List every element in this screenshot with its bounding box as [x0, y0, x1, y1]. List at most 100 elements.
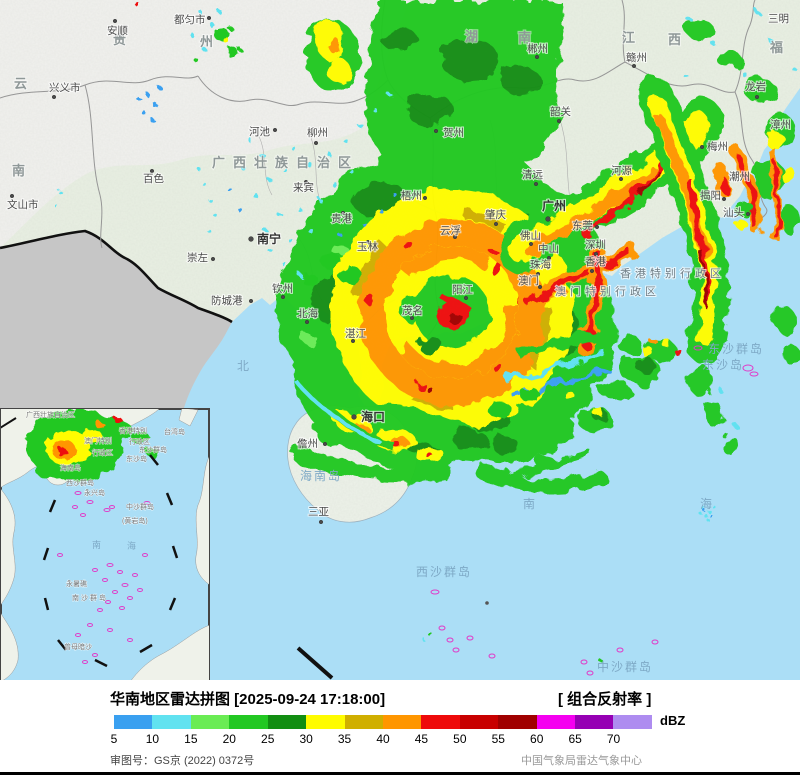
map-label: 玉林 — [357, 240, 378, 253]
map-label: 行政区 — [129, 437, 150, 446]
map-label: 澳门特别 — [84, 436, 112, 445]
legend-tick: 55 — [491, 732, 505, 746]
city-marker-dot — [546, 255, 552, 261]
city-marker-dot — [589, 268, 595, 274]
legend-cell — [190, 715, 230, 729]
legend-tick: 15 — [184, 732, 198, 746]
map-label: 安顺 — [107, 24, 128, 37]
city-marker-dot — [303, 179, 309, 185]
map-label: 佛山 — [520, 229, 541, 242]
map-title: 华南地区雷达拼图 [2025-09-24 17:18:00] — [110, 691, 386, 708]
city-marker-dot — [318, 519, 324, 525]
map-label: 郴州 — [527, 42, 548, 55]
map-label: 贵 — [113, 32, 126, 47]
map-label: 漳州 — [770, 118, 791, 131]
map-label: 湛江 — [345, 328, 366, 340]
speckle-echoes — [53, 1, 716, 662]
legend-cell — [382, 715, 422, 729]
city-marker-dot — [210, 256, 216, 262]
map-label: 湖 — [465, 29, 478, 44]
map-label: 州 — [199, 34, 213, 49]
map-label: 中沙群岛 — [126, 502, 154, 511]
map-label: 阳江 — [452, 284, 473, 296]
map-label: 香港特别行政区 — [620, 266, 725, 280]
legend-cell — [152, 715, 191, 729]
legend-cell — [267, 715, 307, 729]
city-marker-dot — [537, 284, 543, 290]
city-marker-dot — [593, 251, 599, 257]
map-label: 广州 — [542, 198, 566, 213]
info-panel: 华南地区雷达拼图 [2025-09-24 17:18:00] [ 组合反射率 ]… — [0, 680, 800, 775]
map-label: 东莞 — [572, 219, 593, 232]
map-label: 中山 — [538, 242, 559, 255]
map-label: 香港 — [585, 256, 606, 268]
typhoon-core — [331, 189, 573, 431]
map-label: 南 — [523, 496, 537, 511]
legend-ticks: 5 10 15 20 25 30 35 40 45 50 55 60 65 70 — [111, 732, 674, 746]
map-label: 海南岛 — [60, 463, 81, 472]
legend-unit: dBZ — [660, 713, 686, 728]
map-label: 钦州 — [272, 283, 293, 295]
city-marker-dot — [304, 319, 310, 325]
legend-tick: 35 — [337, 732, 352, 746]
city-marker-dot — [721, 196, 727, 202]
city-marker-dot — [528, 241, 534, 247]
legend-tick: 70 — [606, 732, 621, 746]
city-marker-dot — [452, 234, 458, 240]
legend-cell — [613, 715, 652, 729]
legend-tick: 60 — [530, 732, 544, 746]
map-label: 江 — [622, 30, 635, 45]
map-label: 潮州 — [729, 170, 750, 183]
legend-cell — [498, 715, 537, 729]
city-marker-dot — [149, 168, 155, 174]
map-label: 东沙群岛 — [708, 341, 764, 356]
map-label: 永兴岛 — [84, 488, 105, 497]
yongxing-island-dot — [485, 601, 489, 605]
city-marker-dot — [51, 94, 57, 100]
map-label: 南 — [12, 163, 25, 178]
city-marker-dot — [463, 295, 469, 301]
map-label: 香港特别 — [119, 426, 147, 435]
city-marker-dot — [699, 144, 705, 150]
map-label: 东沙群岛 — [139, 445, 167, 454]
legend-cell — [459, 715, 499, 729]
city-marker-dot — [350, 338, 356, 344]
map-label: 龙岩 — [745, 80, 766, 93]
city-marker-dot — [533, 181, 539, 187]
map-label: 肇庆 — [485, 208, 506, 221]
city-marker-dot — [594, 224, 600, 230]
map-label: 来宾 — [293, 181, 314, 194]
city-marker-dot — [280, 294, 286, 300]
map-label: 海 — [127, 540, 136, 551]
city-marker-dot — [422, 195, 428, 201]
product-label: [ 组合反射率 ] — [558, 691, 652, 708]
map-label: 西 — [668, 32, 681, 47]
map-label: 福 — [769, 40, 783, 55]
reflectivity-legend — [114, 715, 652, 729]
city-marker-dot — [433, 128, 439, 134]
legend-tick: 10 — [145, 732, 160, 746]
vietnam — [0, 229, 233, 408]
city-marker-dot — [351, 414, 357, 420]
map-label: 贺州 — [443, 127, 464, 139]
legend-cell — [575, 715, 614, 729]
city-marker-dot — [631, 63, 637, 69]
radar-echoes — [276, 0, 800, 494]
map-label: 曾母暗沙 — [64, 642, 92, 651]
map-label: 儋州 — [297, 437, 318, 450]
city-marker-dot — [534, 54, 540, 60]
map-label: 文山市 — [7, 198, 39, 211]
map-label: 西沙群岛 — [416, 564, 472, 579]
city-marker-dot — [535, 271, 541, 277]
map-label: 行政区 — [92, 448, 113, 457]
legend-tick: 25 — [261, 732, 275, 746]
agency-credit: 中国气象局雷达气象中心 — [521, 755, 642, 767]
map-label: 崇左 — [187, 251, 208, 264]
map-label: 台湾岛 — [164, 427, 185, 436]
city-marker-dot — [248, 236, 254, 242]
map-label: 防城港 — [211, 294, 243, 307]
island-outlines — [430, 345, 759, 676]
map-label: 广西壮族自治区 — [26, 410, 75, 419]
legend-tick: 30 — [299, 732, 313, 746]
